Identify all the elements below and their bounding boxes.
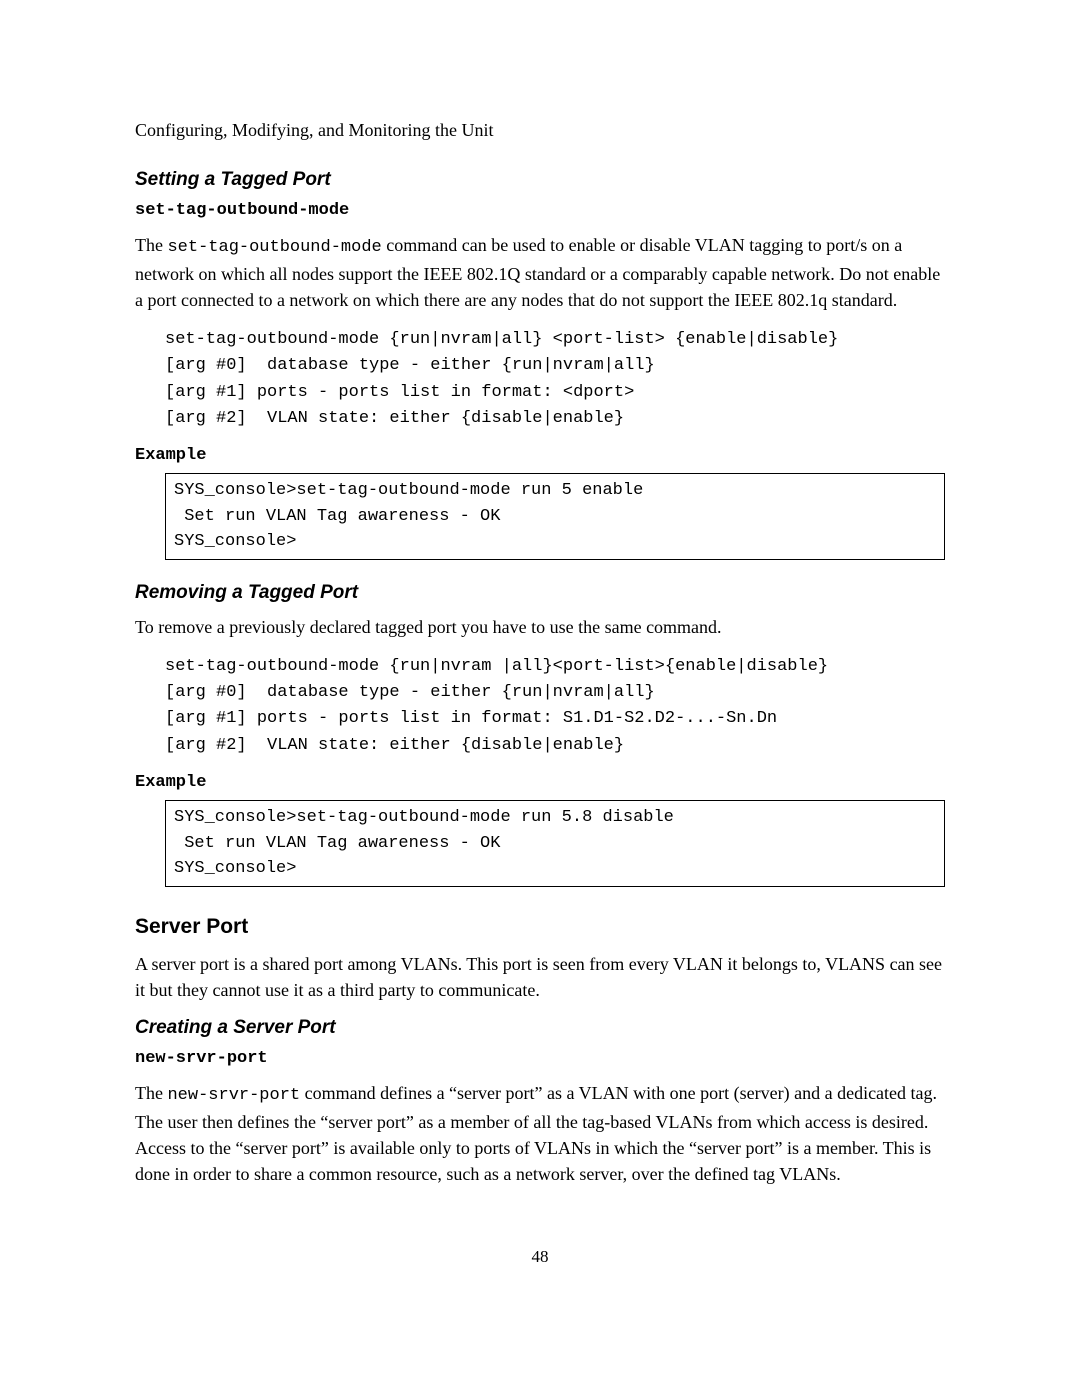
page-number: 48 (135, 1247, 945, 1267)
command-name: set-tag-outbound-mode (135, 201, 945, 220)
section-title-server-port: Server Port (135, 915, 945, 939)
body-paragraph: The set-tag-outbound-mode command can be… (135, 232, 945, 313)
page-content: Configuring, Modifying, and Monitoring t… (0, 0, 1080, 1327)
body-text-pre: The (135, 235, 167, 255)
running-header: Configuring, Modifying, and Monitoring t… (135, 120, 945, 141)
section-title-setting-tagged-port: Setting a Tagged Port (135, 169, 945, 191)
body-paragraph: The new-srvr-port command defines a “ser… (135, 1080, 945, 1187)
example-box: SYS_console>set-tag-outbound-mode run 5 … (165, 473, 945, 560)
code-block: set-tag-outbound-mode {run|nvram |all}<p… (165, 654, 945, 759)
body-paragraph: A server port is a shared port among VLA… (135, 951, 945, 1003)
section-title-removing-tagged-port: Removing a Tagged Port (135, 582, 945, 604)
section-title-creating-server-port: Creating a Server Port (135, 1017, 945, 1039)
body-paragraph: To remove a previously declared tagged p… (135, 614, 945, 640)
inline-mono: set-tag-outbound-mode (167, 238, 381, 257)
command-name: new-srvr-port (135, 1049, 945, 1068)
code-block: set-tag-outbound-mode {run|nvram|all} <p… (165, 327, 945, 432)
example-label: Example (135, 446, 945, 465)
inline-mono: new-srvr-port (167, 1086, 300, 1105)
example-box: SYS_console>set-tag-outbound-mode run 5.… (165, 800, 945, 887)
body-text-pre: The (135, 1083, 167, 1103)
example-label: Example (135, 773, 945, 792)
